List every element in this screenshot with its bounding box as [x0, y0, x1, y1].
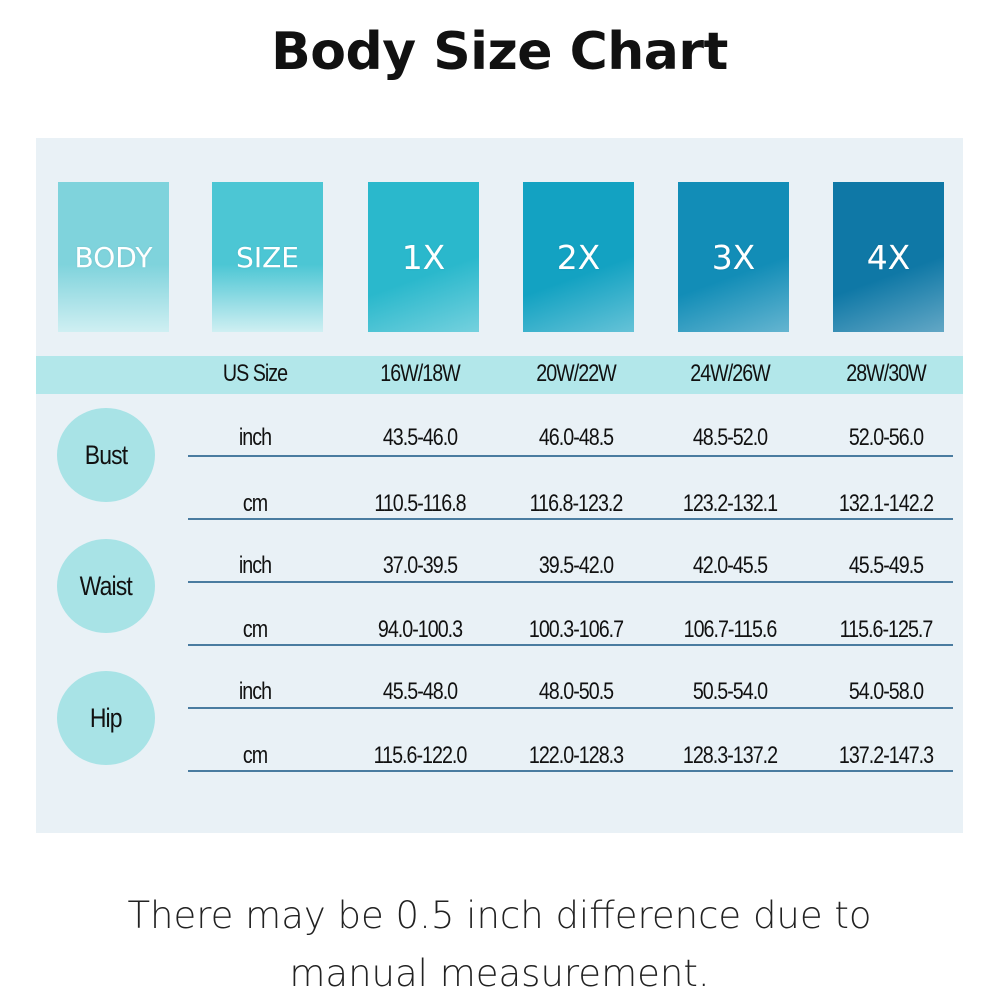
- waist-cm-1x: 94.0-100.3: [377, 616, 463, 643]
- bust-inch-4x: 52.0-56.0: [848, 424, 924, 451]
- waist-inch-2x: 39.5-42.0: [538, 552, 614, 579]
- waist-cm-4x: 115.6-125.7: [839, 616, 934, 643]
- bust-cm-4x: 132.1-142.2: [838, 490, 934, 517]
- row-divider: [188, 770, 953, 772]
- us-size-1x: 16W/18W: [380, 360, 460, 387]
- bust-inch-3x: 48.5-52.0: [692, 424, 768, 451]
- hip-cm-4x: 137.2-147.3: [838, 742, 934, 769]
- bust-cm-1x: 110.5-116.8: [374, 490, 466, 517]
- us-size-2x: 20W/22W: [536, 360, 616, 387]
- hip-inch-2x: 48.0-50.5: [538, 678, 614, 705]
- us-size-3x: 24W/26W: [690, 360, 770, 387]
- us-size-label: US Size: [222, 360, 288, 387]
- hip-cm-2x: 122.0-128.3: [528, 742, 624, 769]
- waist-cm-2x: 100.3-106.7: [528, 616, 624, 643]
- us-size-row: [36, 356, 963, 394]
- hip-cm-1x: 115.6-122.0: [373, 742, 468, 769]
- waist-inch-4x: 45.5-49.5: [848, 552, 924, 579]
- measurement-note: There may be 0.5 inch difference due to …: [127, 894, 872, 995]
- bust-inch-2x: 46.0-48.5: [538, 424, 614, 451]
- row-divider: [188, 644, 953, 646]
- row-divider: [188, 455, 953, 457]
- size-3x-tile: 3X: [678, 182, 789, 332]
- size-2x-tile: 2X: [523, 182, 634, 332]
- hip-cm-3x: 128.3-137.2: [682, 742, 778, 769]
- waist-cm-3x: 106.7-115.6: [683, 616, 778, 643]
- bust-cm-unit: cm: [242, 490, 268, 517]
- row-divider: [188, 707, 953, 709]
- bust-cm-3x: 123.2-132.1: [682, 490, 778, 517]
- body-tile: BODY: [58, 182, 169, 332]
- size-chart-panel: BODY SIZE 1X 2X 3X 4X US Size 16W/18W 20…: [36, 138, 963, 833]
- waist-label: Waist: [57, 539, 155, 633]
- waist-inch-unit: inch: [238, 552, 272, 579]
- row-divider: [188, 518, 953, 520]
- waist-inch-3x: 42.0-45.5: [692, 552, 768, 579]
- row-divider: [188, 581, 953, 583]
- size-4x-tile: 4X: [833, 182, 944, 332]
- hip-inch-4x: 54.0-58.0: [848, 678, 924, 705]
- page-title: Body Size Chart: [271, 22, 728, 82]
- us-size-4x: 28W/30W: [846, 360, 926, 387]
- size-1x-tile: 1X: [368, 182, 479, 332]
- bust-inch-1x: 43.5-46.0: [382, 424, 458, 451]
- waist-cm-unit: cm: [242, 616, 268, 643]
- bust-inch-unit: inch: [238, 424, 272, 451]
- hip-cm-unit: cm: [242, 742, 268, 769]
- bust-cm-2x: 116.8-123.2: [529, 490, 624, 517]
- bust-label: Bust: [57, 408, 155, 502]
- hip-label: Hip: [57, 671, 155, 765]
- hip-inch-unit: inch: [238, 678, 272, 705]
- hip-inch-3x: 50.5-54.0: [692, 678, 768, 705]
- waist-inch-1x: 37.0-39.5: [382, 552, 458, 579]
- hip-inch-1x: 45.5-48.0: [382, 678, 458, 705]
- size-tile: SIZE: [212, 182, 323, 332]
